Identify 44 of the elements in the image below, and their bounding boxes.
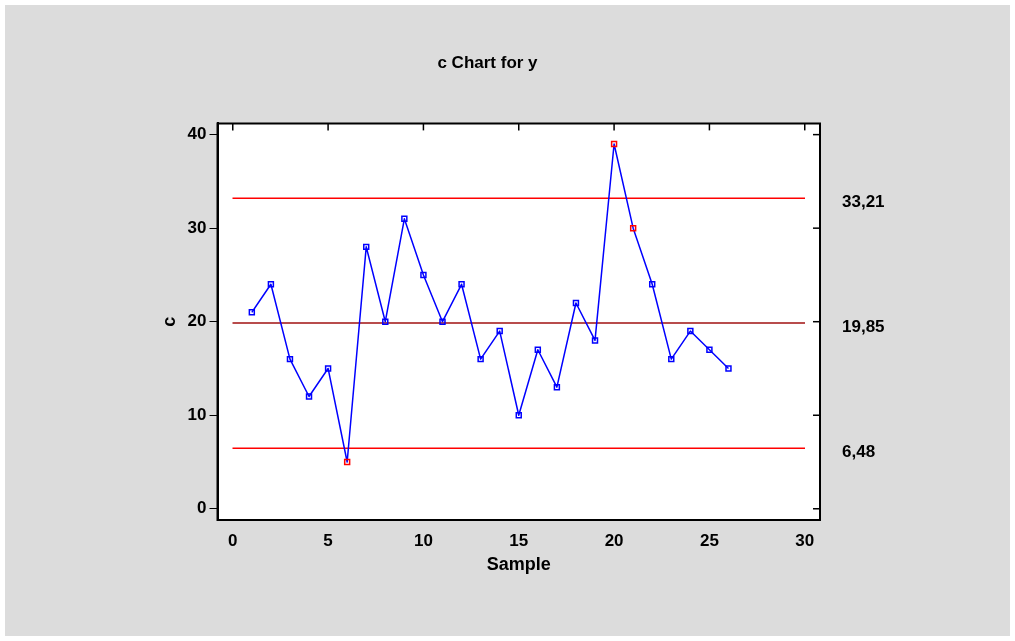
y-tick-label: 0	[197, 498, 207, 518]
x-tick-label: 10	[413, 530, 433, 550]
point	[363, 243, 370, 251]
point	[401, 215, 408, 223]
x-tick-label: 30	[795, 530, 815, 550]
point	[553, 383, 561, 391]
point	[420, 271, 427, 279]
point	[496, 327, 503, 335]
ref-line-label: 33,21	[842, 191, 885, 211]
x-tick-label: 15	[509, 530, 529, 550]
y-tick-label: 10	[187, 404, 207, 424]
point	[477, 355, 484, 363]
point	[534, 346, 542, 353]
point	[382, 318, 389, 325]
point	[458, 281, 465, 288]
y-axis-title: c	[158, 316, 179, 327]
point	[687, 327, 694, 335]
point	[267, 281, 275, 288]
point	[305, 393, 313, 400]
point	[668, 355, 675, 363]
y-tick-label: 20	[187, 311, 207, 331]
point	[610, 140, 618, 148]
point	[286, 355, 294, 363]
point	[572, 299, 580, 307]
chart-title: c Chart for y	[437, 52, 539, 72]
point	[591, 337, 599, 344]
point	[725, 365, 732, 372]
point	[706, 346, 713, 353]
ref-line-label: 6,48	[842, 441, 876, 461]
x-tick-label: 20	[604, 530, 624, 550]
point	[648, 281, 656, 288]
point	[515, 412, 522, 419]
point	[248, 309, 256, 316]
point	[439, 318, 446, 325]
point	[343, 458, 351, 466]
ref-line-label: 19,85	[842, 316, 885, 336]
y-tick-label: 40	[187, 124, 207, 144]
x-tick-label: 0	[228, 530, 238, 550]
point	[629, 224, 637, 232]
point	[324, 365, 332, 372]
x-axis-title: Sample	[486, 554, 551, 575]
y-tick-label: 30	[187, 217, 207, 237]
x-tick-label: 25	[699, 530, 719, 550]
x-tick-label: 5	[323, 530, 333, 550]
